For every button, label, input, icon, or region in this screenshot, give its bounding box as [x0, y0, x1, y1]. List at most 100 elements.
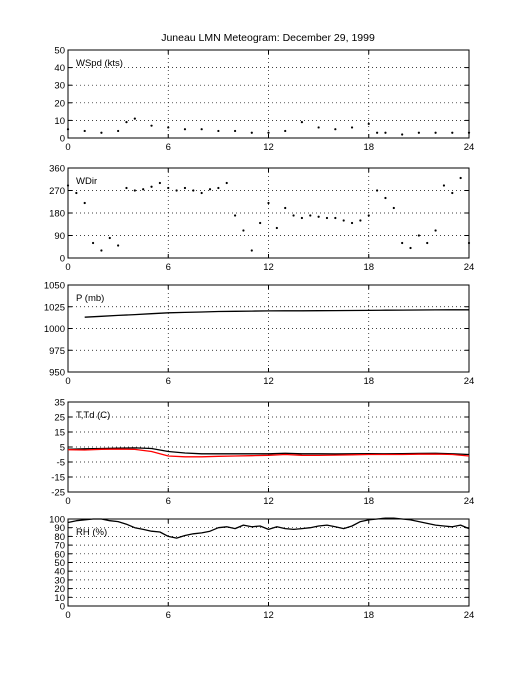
- x-tick-label: 12: [263, 376, 274, 387]
- data-point: [401, 241, 404, 245]
- data-point: [359, 219, 362, 222]
- x-tick-label: 0: [65, 142, 70, 153]
- data-point: [66, 184, 70, 187]
- data-point: [267, 201, 270, 205]
- x-tick-label: 12: [263, 142, 274, 153]
- y-tick-label: 70: [54, 541, 65, 552]
- data-point: [200, 128, 203, 131]
- data-point: [183, 186, 187, 190]
- x-tick-label: 0: [65, 610, 70, 621]
- data-point: [167, 186, 170, 190]
- gridlines: [68, 50, 469, 138]
- scatter-series: [66, 117, 471, 136]
- x-tick-label: 6: [166, 496, 171, 507]
- x-tick-label: 0: [65, 262, 70, 273]
- data-point: [175, 189, 178, 192]
- data-point: [217, 129, 220, 133]
- x-tick-label: 12: [263, 496, 274, 507]
- y-tick-label: 30: [54, 81, 65, 92]
- x-tick-label: 18: [363, 142, 374, 153]
- data-point: [284, 206, 287, 210]
- panel-label: RH (%): [76, 527, 107, 538]
- data-point: [451, 131, 454, 134]
- x-tick-label: 18: [363, 262, 374, 273]
- x-tick-label: 24: [464, 376, 475, 387]
- data-point: [392, 206, 395, 210]
- data-point: [434, 131, 437, 134]
- data-point: [334, 128, 337, 131]
- data-point: [250, 249, 253, 252]
- chart-panel-wdir: 0 6 12 18 24 0 90 180 270 360 WDir: [49, 164, 474, 274]
- data-point: [267, 131, 270, 134]
- data-point: [208, 188, 212, 191]
- figure-title: Juneau LMN Meteogram: December 29, 1999: [161, 32, 375, 44]
- data-point: [150, 124, 153, 127]
- y-tick-label: 25: [54, 413, 65, 424]
- panel-label: WSpd (kts): [76, 58, 123, 69]
- data-point: [259, 221, 262, 225]
- data-point: [376, 131, 379, 134]
- x-tick-label: 18: [363, 376, 374, 387]
- y-tick-label: 10: [54, 593, 65, 604]
- data-point: [459, 176, 462, 180]
- chart-panel-pressure: 0 6 12 18 24 950 975 1000 1025 1050 P (mb): [44, 281, 474, 388]
- y-tick-label: 90: [54, 231, 65, 242]
- y-tick-label: 1000: [44, 324, 65, 335]
- x-tick-label: 6: [166, 262, 171, 273]
- data-point: [367, 214, 370, 217]
- data-line-0: [84, 309, 469, 318]
- panel-label: WDir: [76, 176, 97, 187]
- data-point: [376, 189, 379, 192]
- x-tick-label: 24: [464, 262, 475, 273]
- y-tick-label: 950: [49, 368, 65, 379]
- data-point: [317, 215, 320, 218]
- x-tick-label: 18: [363, 496, 374, 507]
- x-tick-label: 12: [263, 262, 274, 273]
- y-tick-label: 10: [54, 116, 65, 127]
- data-point: [317, 126, 320, 129]
- y-tick-label: 20: [54, 584, 65, 595]
- y-tick-label: 60: [54, 549, 65, 560]
- y-tick-label: 360: [49, 164, 65, 175]
- y-tick-label: 20: [54, 98, 65, 109]
- data-point: [284, 129, 287, 133]
- data-point: [83, 129, 86, 133]
- y-tick-label: 180: [49, 209, 65, 220]
- x-tick-label: 24: [464, 610, 475, 621]
- data-point: [125, 186, 128, 190]
- y-tick-label: 40: [54, 63, 65, 74]
- data-point: [100, 249, 103, 252]
- data-point: [91, 241, 95, 245]
- y-tick-label: 975: [49, 346, 65, 357]
- data-point: [451, 191, 454, 195]
- data-point: [342, 219, 345, 222]
- data-point: [309, 214, 312, 217]
- data-point: [158, 181, 161, 185]
- chart-panel-wspd: 0 6 12 18 24 0 10 20 30 40 50 WSpd (kts): [54, 46, 474, 154]
- data-point: [150, 185, 153, 188]
- data-point: [242, 229, 245, 232]
- y-tick-label: 30: [54, 575, 65, 586]
- data-point: [275, 226, 278, 230]
- data-point: [142, 188, 145, 191]
- y-tick-label: 0: [60, 134, 65, 145]
- data-point: [100, 131, 103, 134]
- panel-label: P (mb): [76, 293, 104, 304]
- data-point: [426, 241, 429, 245]
- data-point: [384, 131, 387, 134]
- data-point: [292, 214, 295, 217]
- y-tick-label: 1050: [44, 281, 65, 292]
- data-point: [133, 189, 136, 192]
- data-point: [417, 131, 420, 134]
- gridlines: [68, 519, 469, 606]
- x-tick-label: 24: [464, 496, 475, 507]
- x-tick-label: 6: [166, 142, 171, 153]
- y-tick-label: -15: [51, 473, 65, 484]
- data-point: [183, 128, 187, 131]
- data-point: [467, 131, 471, 134]
- data-point: [384, 196, 387, 200]
- data-point: [334, 216, 337, 220]
- y-tick-label: 80: [54, 532, 65, 543]
- data-point: [350, 126, 354, 129]
- data-point: [350, 221, 354, 225]
